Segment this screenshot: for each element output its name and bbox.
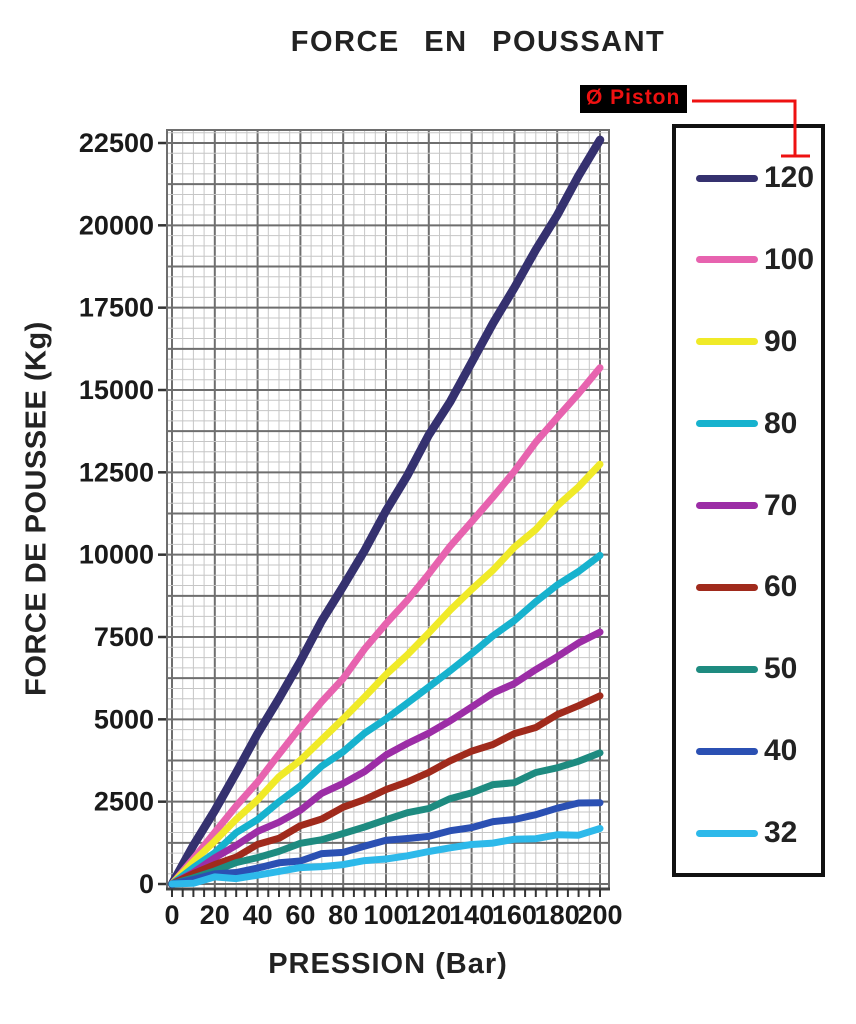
legend-label: 100 <box>764 242 815 276</box>
series-line-100 <box>168 364 604 888</box>
legend-label: 80 <box>764 406 798 440</box>
y-tick-label: 22500 <box>79 128 154 158</box>
y-tick-label: 15000 <box>79 375 154 405</box>
legend-line-swatch <box>696 256 758 264</box>
legend-label: 32 <box>764 816 798 849</box>
x-axis-ticks <box>171 889 601 897</box>
legend-label: 60 <box>764 570 798 604</box>
y-tick-label: 7500 <box>94 622 154 652</box>
legend-line-swatch <box>696 338 758 346</box>
y-tick-label: 20000 <box>79 210 154 240</box>
legend-item-40: 40 <box>676 735 821 767</box>
legend-item-70: 70 <box>676 490 821 522</box>
legend-line-swatch <box>696 174 758 182</box>
series-line-50 <box>168 749 604 888</box>
series-lines <box>167 135 605 889</box>
legend-item-90: 90 <box>676 326 821 358</box>
grid <box>167 130 609 889</box>
series-line-120 <box>167 135 605 889</box>
legend-item-60: 60 <box>676 571 821 603</box>
x-tick-label: 140 <box>449 900 494 930</box>
y-tick-label: 10000 <box>79 540 154 570</box>
legend-label: 40 <box>764 734 798 768</box>
x-tick-label: 60 <box>285 900 315 930</box>
series-line-90 <box>168 460 604 888</box>
legend-line-swatch <box>696 420 758 428</box>
series-line-70 <box>168 628 604 888</box>
x-tick-label: 180 <box>535 900 580 930</box>
x-tick-label: 80 <box>328 900 358 930</box>
y-tick-label: 0 <box>139 869 154 899</box>
y-tick-label: 12500 <box>79 457 154 487</box>
chart-title: FORCE EN POUSSANT <box>290 26 666 58</box>
legend-item-32: 32 <box>676 817 821 849</box>
legend-item-50: 50 <box>676 653 821 685</box>
legend-label: 50 <box>764 652 798 686</box>
y-tick-label: 17500 <box>79 293 154 323</box>
piston-diameter-callout: Ø Piston <box>580 85 688 113</box>
y-tick-label: 2500 <box>94 787 154 817</box>
x-tick-label: 0 <box>164 900 179 930</box>
x-tick-label: 160 <box>492 900 537 930</box>
x-tick-label: 20 <box>200 900 230 930</box>
x-tick-label: 100 <box>363 900 408 930</box>
legend-item-120: 120 <box>676 162 821 194</box>
x-axis-title: PRESSION (Bar) <box>268 948 508 980</box>
piston-diameter-legend: 120 100 90 80 70 60 50 40 32 <box>672 124 825 877</box>
legend-line-swatch <box>696 829 758 837</box>
legend-line-swatch <box>696 583 758 591</box>
legend-label: 70 <box>764 488 798 522</box>
x-tick-label: 120 <box>406 900 451 930</box>
legend-line-swatch <box>696 665 758 673</box>
legend-label: 90 <box>764 324 798 358</box>
series-line-60 <box>168 692 604 888</box>
series-line-40 <box>168 799 604 888</box>
x-tick-label: 40 <box>243 900 273 930</box>
legend-item-100: 100 <box>676 244 821 276</box>
series-line-32 <box>168 825 604 888</box>
legend-label: 120 <box>764 161 815 194</box>
series-line-80 <box>168 551 604 888</box>
y-tick-label: 5000 <box>94 704 154 734</box>
legend-item-80: 80 <box>676 408 821 440</box>
y-axis-title: FORCE DE POUSSEE (Kg) <box>20 321 53 696</box>
legend-line-swatch <box>696 502 758 509</box>
x-tick-label: 200 <box>577 900 622 930</box>
legend-line-swatch <box>696 747 758 755</box>
